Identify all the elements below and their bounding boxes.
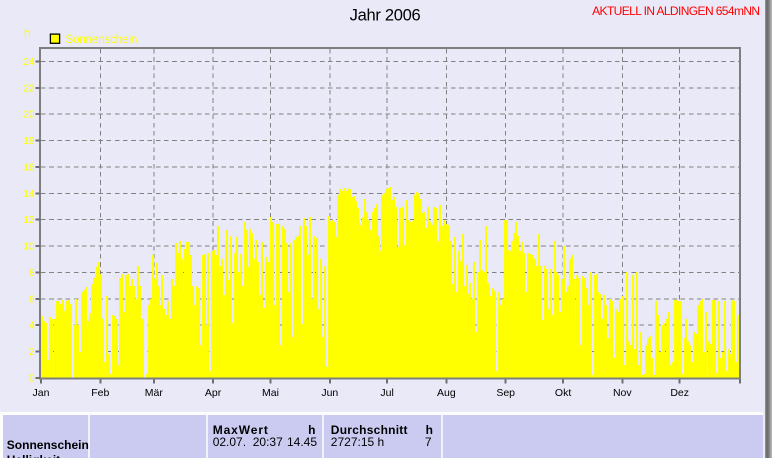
svg-text:10: 10 bbox=[23, 242, 35, 253]
svg-text:24: 24 bbox=[23, 57, 35, 68]
svg-text:20: 20 bbox=[23, 110, 35, 121]
svg-text:22: 22 bbox=[23, 83, 35, 94]
svg-text:6: 6 bbox=[29, 294, 35, 305]
svg-text:0: 0 bbox=[29, 374, 35, 385]
svg-text:h: h bbox=[24, 26, 31, 40]
svg-text:Mär: Mär bbox=[145, 387, 164, 399]
svg-text:18: 18 bbox=[23, 136, 35, 147]
svg-text:Jan: Jan bbox=[33, 387, 50, 399]
svg-text:Okt: Okt bbox=[555, 387, 571, 399]
svg-text:14: 14 bbox=[23, 189, 35, 200]
svg-text:Sonnenschein: Sonnenschein bbox=[66, 34, 138, 46]
svg-text:Mai: Mai bbox=[262, 387, 279, 399]
svg-text:12: 12 bbox=[23, 215, 35, 226]
svg-text:Sep: Sep bbox=[496, 387, 515, 399]
svg-text:AKTUELL IN ALDINGEN 654mNN: AKTUELL IN ALDINGEN 654mNN bbox=[592, 4, 759, 18]
svg-text:Jun: Jun bbox=[321, 387, 338, 399]
svg-text:Feb: Feb bbox=[91, 387, 109, 399]
svg-text:Nov: Nov bbox=[613, 387, 632, 399]
svg-text:16: 16 bbox=[23, 163, 35, 174]
svg-text:Aug: Aug bbox=[437, 387, 456, 399]
svg-text:4: 4 bbox=[29, 321, 35, 332]
svg-text:Jul: Jul bbox=[380, 387, 393, 399]
svg-text:8: 8 bbox=[29, 268, 35, 279]
svg-text:Apr: Apr bbox=[205, 387, 222, 399]
svg-text:2: 2 bbox=[29, 347, 35, 358]
svg-text:Jahr 2006: Jahr 2006 bbox=[350, 7, 421, 25]
svg-text:Dez: Dez bbox=[670, 387, 689, 399]
